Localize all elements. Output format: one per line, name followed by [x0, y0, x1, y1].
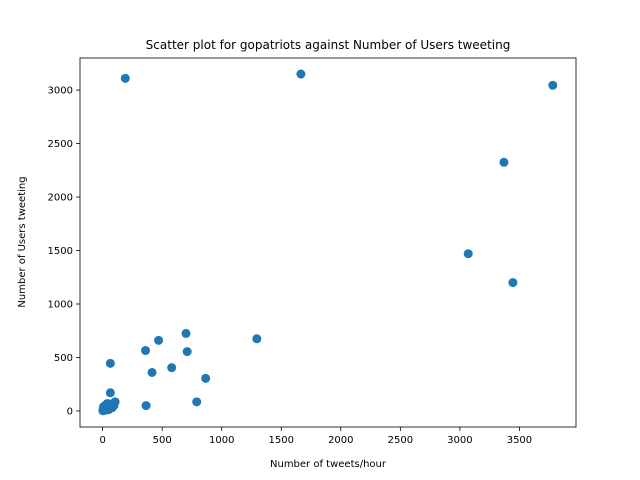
plot-frame [79, 57, 577, 428]
chart-title: Scatter plot for gopatriots against Numb… [146, 38, 511, 52]
x-tick-label: 2000 [328, 435, 353, 446]
scatter-point [508, 278, 518, 288]
y-tick-label: 3000 [48, 86, 73, 97]
scatter-point [154, 335, 164, 345]
scatter-point [147, 367, 157, 377]
y-tick-label: 2500 [48, 139, 73, 150]
scatter-point [548, 80, 558, 90]
y-axis-label: Number of Users tweeting [17, 176, 28, 307]
scatter-point [252, 334, 262, 344]
scatter-point [105, 388, 115, 398]
scatter-point [140, 346, 150, 356]
x-tick-label: 0 [99, 435, 105, 446]
y-tick-label: 2000 [48, 193, 73, 204]
x-tick-label: 1500 [269, 435, 294, 446]
scatter-point [104, 403, 114, 413]
y-axis-ticks: 0 500 1000 1500 2000 2500 3000 [48, 86, 80, 417]
scatter-point [296, 69, 306, 79]
x-tick-label: 3000 [447, 435, 472, 446]
scatter-point [181, 328, 191, 338]
scatter-point [499, 157, 509, 167]
y-tick-label: 1000 [48, 300, 73, 311]
scatter-point [141, 401, 151, 411]
x-axis-label: Number of tweets/hour [270, 459, 387, 470]
scatter-point [182, 347, 192, 357]
scatter-point [167, 363, 177, 373]
x-tick-label: 2500 [388, 435, 413, 446]
x-tick-label: 500 [153, 435, 172, 446]
y-tick-label: 0 [67, 406, 73, 417]
scatter-point [201, 373, 211, 383]
y-tick-label: 1500 [48, 246, 73, 257]
points-layer [98, 69, 558, 416]
scatter-point [120, 73, 130, 83]
x-tick-label: 3500 [507, 435, 532, 446]
x-axis-ticks: 0 500 1000 1500 2000 2500 3000 3500 [99, 427, 532, 446]
x-tick-label: 1000 [209, 435, 234, 446]
scatter-point [105, 358, 115, 368]
scatter-point [192, 397, 202, 407]
y-tick-label: 500 [54, 353, 73, 364]
scatter-point [463, 249, 473, 259]
